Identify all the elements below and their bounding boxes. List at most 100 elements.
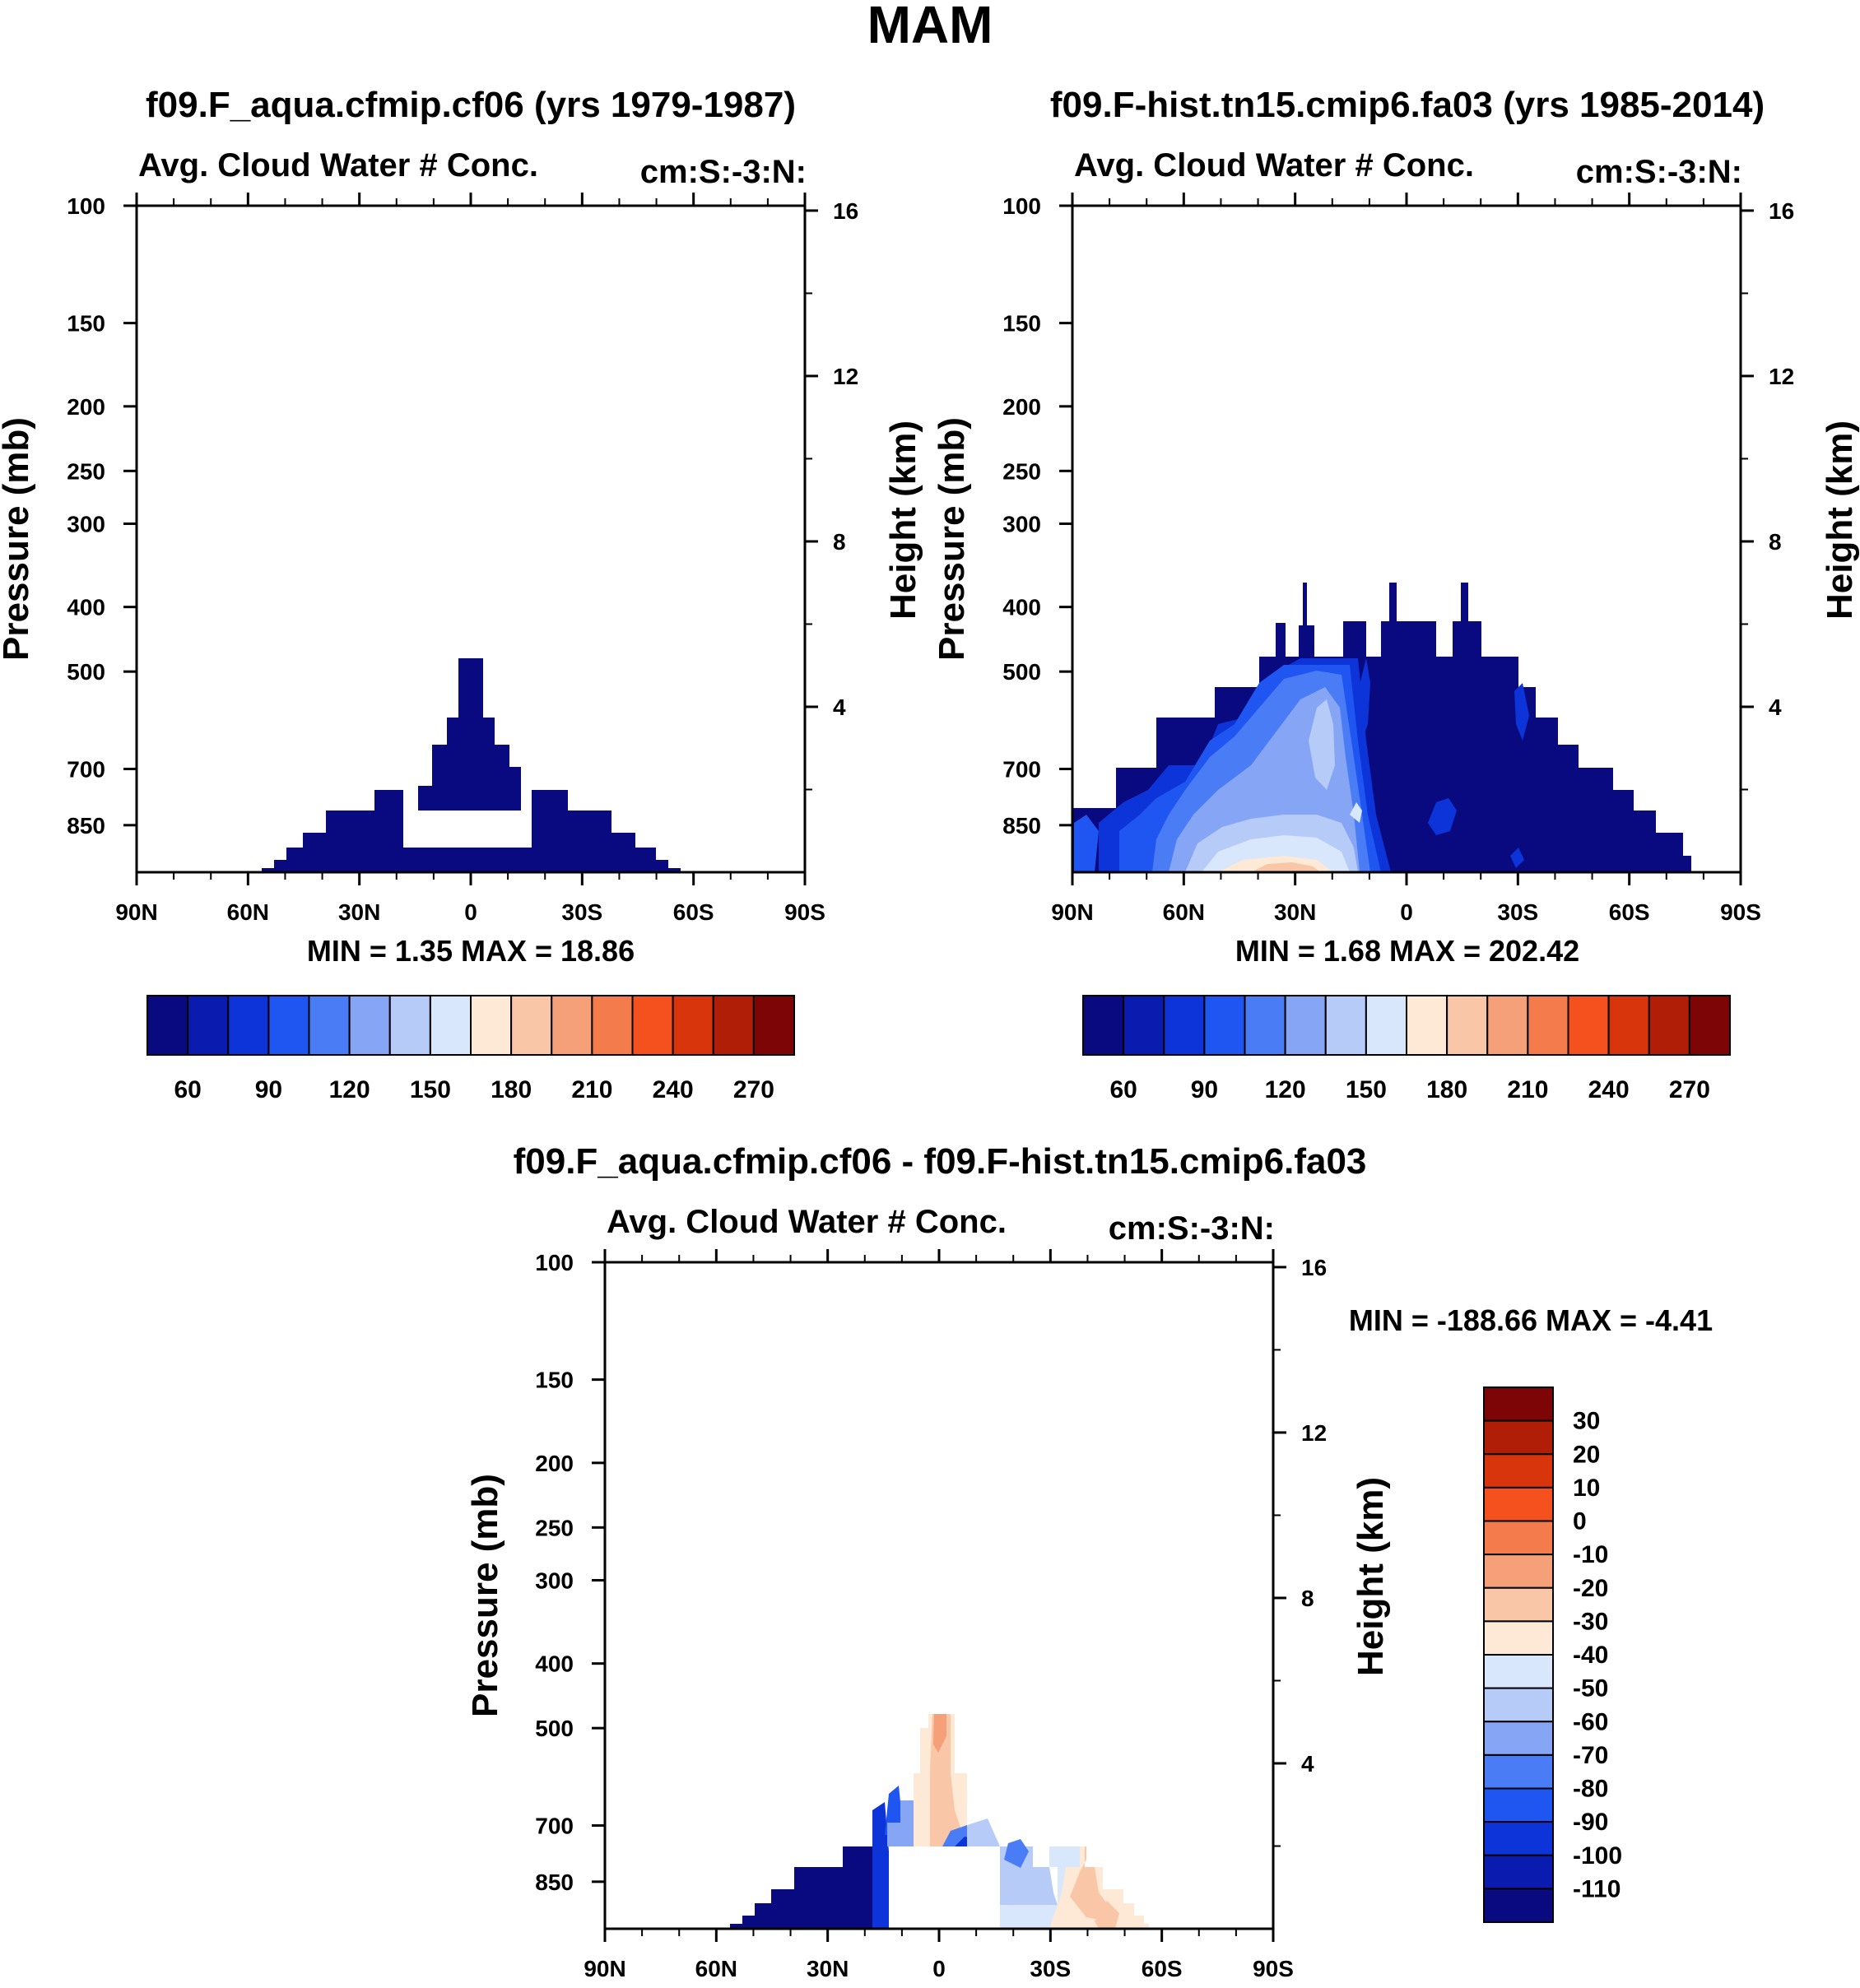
colorbar-swatch: [1082, 995, 1125, 1056]
panel-2-title: f09.F-hist.tn15.cmip6.fa03 (yrs 1985-201…: [1050, 85, 1765, 125]
page-title: MAM: [867, 0, 993, 54]
panel-3-axes: 90N 60N 30N 0 30S 60S 90S 100 150 200 250 300 400 500…: [535, 1249, 1327, 1981]
panel-2-fill-c2c: [1510, 848, 1524, 868]
x-tick-label: 0: [1400, 899, 1413, 925]
panel-2-ylabel: Pressure (mb): [932, 417, 972, 661]
x-tick-label: 0: [464, 899, 477, 925]
panel-1-fill-upper: [418, 658, 521, 811]
y-tick-label: 850: [1002, 813, 1041, 838]
colorbar-swatch: [267, 995, 310, 1056]
panel-2-fill-c3b: [1074, 815, 1099, 872]
panel-2-fill-c2d: [1358, 658, 1370, 741]
x-tick-label: 60N: [227, 899, 269, 925]
colorbar-label: 210: [1507, 1076, 1548, 1103]
y-tick-label: 200: [1002, 394, 1041, 420]
colorbar-swatch: [1123, 995, 1165, 1056]
panel-3-fill-sh-c9: [1070, 1846, 1111, 1921]
y-tick-label: 250: [67, 458, 105, 484]
panel-1-title: f09.F_aqua.cfmip.cf06 (yrs 1979-1987): [146, 85, 796, 125]
panel-2-fill-c2b: [1428, 798, 1457, 835]
colorbar-swatch: [1483, 1654, 1554, 1689]
colorbar-label: 0: [1573, 1508, 1587, 1535]
panel-2-fill-c2e: [1514, 683, 1529, 741]
colorbar-swatch: [1527, 995, 1569, 1056]
colorbar-swatch: [1483, 1620, 1554, 1656]
colorbar-swatch: [388, 995, 431, 1056]
colorbar-swatch: [187, 995, 230, 1056]
colorbar-swatch: [752, 995, 795, 1056]
panel-1-colorbar: 60 90 120 150 180 210 240 270: [146, 995, 795, 1103]
panel-1-fill-dome: [262, 790, 681, 872]
colorbar-swatch: [510, 995, 553, 1056]
x-tick-label: 90N: [584, 1956, 625, 1981]
colorbar-swatch: [227, 995, 270, 1056]
colorbar-label: -20: [1573, 1575, 1608, 1602]
panel-1-axes: 90N 60N 30N 0 30S 60S 90S 100 150 200 250 300 400 500…: [67, 193, 858, 925]
x-tick-label: 30S: [1497, 899, 1538, 925]
panel-2-ylabel-right: Height (km): [1820, 420, 1860, 620]
colorbar-swatch: [1163, 995, 1206, 1056]
height-tick-label: 4: [1769, 694, 1782, 720]
colorbar-swatch: [470, 995, 513, 1056]
colorbar-swatch: [1483, 1419, 1554, 1456]
colorbar-label: -30: [1573, 1608, 1608, 1635]
colorbar-swatch: [1483, 1787, 1554, 1823]
colorbar-swatch: [429, 995, 472, 1056]
x-tick-label: 30N: [1274, 899, 1316, 925]
colorbar-swatch: [146, 995, 189, 1056]
panel-2-fill-c7b: [1350, 802, 1362, 823]
colorbar-label: 210: [571, 1076, 612, 1103]
height-tick-label: 8: [833, 529, 846, 555]
height-tick-label: 12: [833, 364, 858, 389]
colorbar-label: 60: [174, 1076, 201, 1103]
colorbar-swatch: [1483, 1453, 1554, 1489]
panel-3: f09.F_aqua.cfmip.cf06 - f09.F-hist.tn15.…: [465, 1141, 1713, 1981]
panel-2-subtitle-left: Avg. Cloud Water # Conc.: [1074, 147, 1474, 183]
height-tick-label: 8: [1301, 1586, 1314, 1611]
y-tick-label: 200: [535, 1451, 574, 1476]
colorbar-swatch: [1483, 1821, 1554, 1856]
colorbar-swatch: [1203, 995, 1246, 1056]
panel-3-fill-sh-c4: [1004, 1839, 1029, 1868]
height-tick-label: 12: [1301, 1420, 1327, 1446]
colorbar-swatch: [1406, 995, 1448, 1056]
panel-3-ylabel: Pressure (mb): [465, 1474, 505, 1717]
colorbar-swatch: [1483, 1486, 1554, 1522]
colorbar-swatch: [1483, 1554, 1554, 1589]
panel-3-subtitle-left: Avg. Cloud Water # Conc.: [607, 1204, 1007, 1240]
panel-3-fill-nh-c2: [872, 1802, 889, 1929]
colorbar-label: 180: [491, 1076, 532, 1103]
colorbar-swatch: [1483, 1721, 1554, 1756]
y-tick-label: 700: [1002, 757, 1041, 783]
panel-3-fill-sh-c8: [1049, 1846, 1149, 1929]
y-tick-label: 400: [535, 1651, 574, 1677]
height-tick-label: 4: [1301, 1751, 1314, 1777]
y-tick-label: 250: [535, 1515, 574, 1540]
panel-3-subtitle-right: cm:S:-3:N:: [1109, 1210, 1275, 1247]
panel-3-fill-dome-nh: [730, 1846, 872, 1929]
x-tick-label: 90N: [1051, 899, 1093, 925]
colorbar-swatch: [1648, 995, 1690, 1056]
colorbar-swatch: [308, 995, 351, 1056]
panel-1-subtitle-left: Avg. Cloud Water # Conc.: [138, 147, 538, 183]
y-tick-label: 100: [1002, 193, 1041, 219]
y-tick-label: 850: [67, 813, 105, 838]
y-tick-label: 150: [67, 311, 105, 337]
x-tick-label: 0: [932, 1956, 946, 1981]
y-tick-label: 300: [535, 1568, 574, 1593]
y-tick-label: 200: [67, 394, 105, 420]
colorbar-swatch: [348, 995, 391, 1056]
colorbar-label: 20: [1573, 1441, 1600, 1468]
colorbar-swatch: [1483, 1753, 1554, 1790]
height-tick-label: 8: [1769, 529, 1782, 555]
y-tick-label: 400: [67, 595, 105, 620]
colorbar-label: 120: [329, 1076, 370, 1103]
panel-3-minmax: MIN = -188.66 MAX = -4.41: [1349, 1303, 1713, 1337]
panel-2: f09.F-hist.tn15.cmip6.fa03 (yrs 1985-201…: [932, 85, 1860, 1103]
y-tick-label: 850: [535, 1870, 574, 1895]
x-tick-label: 90S: [1253, 1956, 1294, 1981]
colorbar-swatch: [1365, 995, 1407, 1056]
colorbar-label: -90: [1573, 1809, 1608, 1836]
colorbar-label: -50: [1573, 1675, 1608, 1702]
